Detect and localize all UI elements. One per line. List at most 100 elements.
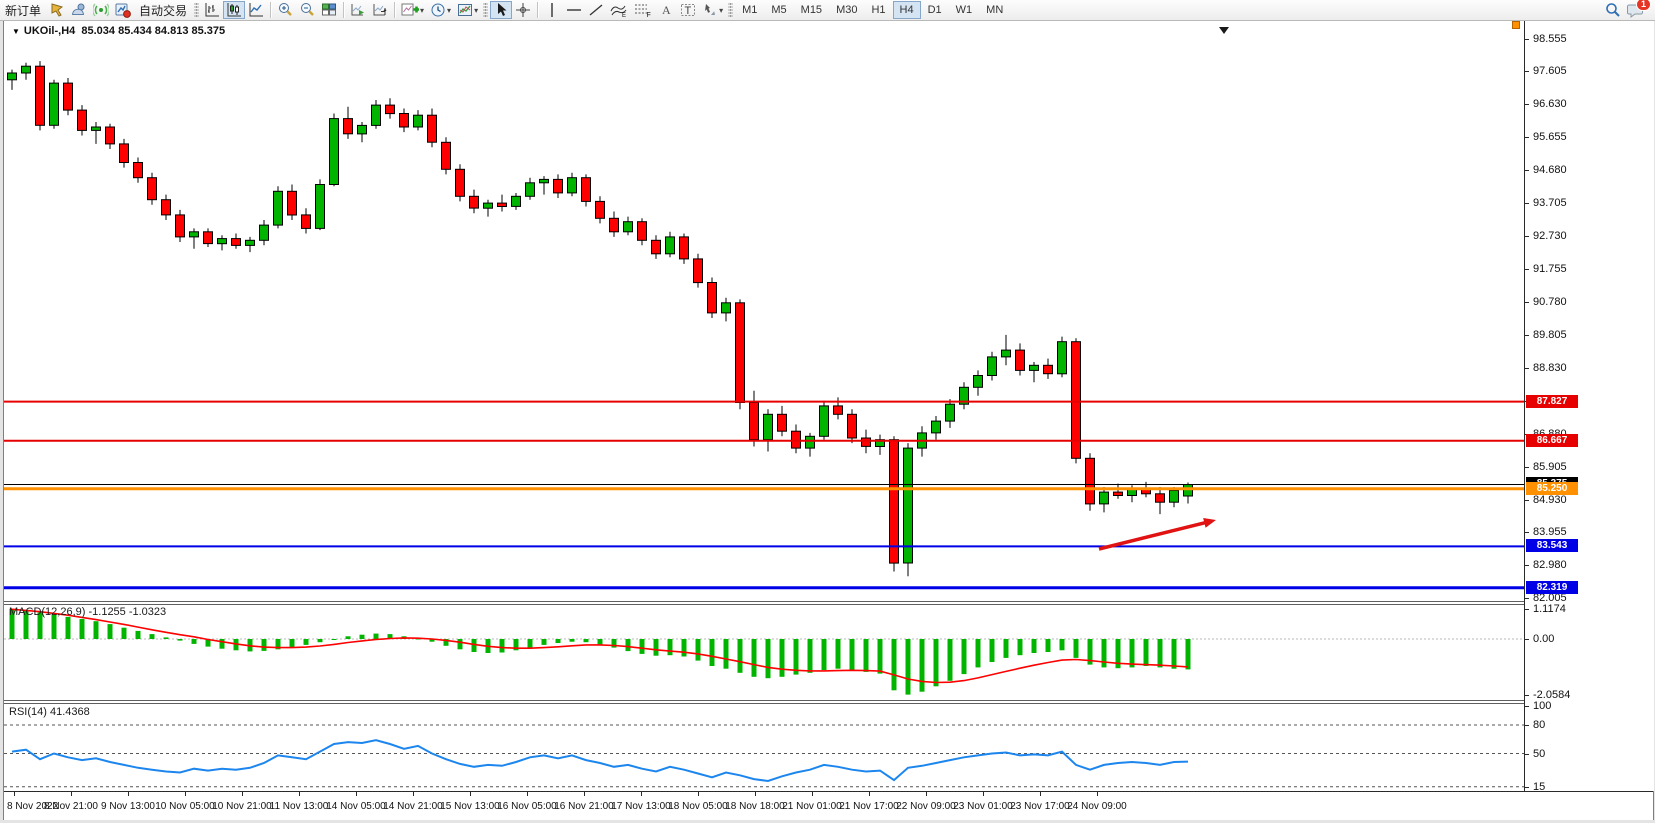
notification-badge: 1 [1635,0,1651,11]
price-tick-label: 90.780 [1533,296,1567,308]
price-tick-label: 93.705 [1533,197,1567,209]
macd-tick-label: 1.1174 [1533,603,1566,615]
text-icon[interactable]: A [655,1,677,19]
macd-tick-label: -2.0584 [1533,689,1571,701]
price-tick-mark [1525,302,1529,303]
periods-icon[interactable]: ▾ [427,1,454,19]
time-tick-label: 11 Nov 13:00 [269,801,329,812]
rsi-pane-canvas[interactable] [4,704,1524,791]
fibonacci-icon[interactable]: F [631,1,655,19]
price-tick-label: 92.730 [1533,230,1567,242]
toolbar-grip [728,2,734,18]
timeframe-mn[interactable]: MN [986,4,1004,16]
price-tick-label: 83.955 [1533,526,1567,538]
time-tick-label: 23 Nov 01:00 [953,801,1013,812]
horizontal-line-icon[interactable] [563,1,585,19]
svg-text:F: F [647,12,651,18]
time-tick-label: 14 Nov 21:00 [383,801,443,812]
new-order-tag-icon[interactable] [46,1,68,19]
time-tick-label: 21 Nov 17:00 [839,801,899,812]
arrows-icon[interactable]: ▾ [699,1,726,19]
rsi-indicator-label: RSI(14) 41.4368 [9,706,90,718]
time-tick-mark [299,792,300,796]
macd-tick-mark [1525,609,1529,610]
time-tick-mark [698,792,699,796]
toolbar-separator [394,2,396,18]
timeframe-d1[interactable]: D1 [927,4,942,16]
time-tick-label: 9 Nov 13:00 [101,801,155,812]
timeframe-m30[interactable]: M30 [836,4,858,16]
time-tick-label: 17 Nov 13:00 [611,801,671,812]
price-tick-label: 95.655 [1533,131,1567,143]
hline-handle[interactable] [1512,21,1520,29]
price-tick-mark [1525,467,1529,468]
auto-scroll-icon[interactable] [347,1,369,19]
price-tick-mark [1525,335,1529,336]
timeframe-group: M1 M5 M15 M30 H1 H4 D1 W1 MN [735,1,1010,19]
time-axis[interactable]: 8 Nov 2022 8 Nov 21:00 9 Nov 13:00 10 Nov 0… [4,791,1653,820]
chevron-down-icon: ▾ [420,5,425,15]
time-tick-mark [983,792,984,796]
time-tick-mark [926,792,927,796]
timeframe-h1[interactable]: H1 [871,4,886,16]
vertical-line-icon[interactable] [541,1,563,19]
autotrade-icon[interactable] [112,1,134,19]
price-tick-label: 96.630 [1533,98,1567,110]
tile-windows-icon[interactable] [318,1,340,19]
macd-pane-canvas[interactable] [4,605,1524,700]
main-chart-canvas[interactable] [4,26,1524,601]
price-tick-mark [1525,137,1529,138]
crosshair-icon[interactable] [512,1,534,19]
chart-title-collapse-icon[interactable]: ▼ [12,27,20,36]
templates-icon[interactable]: ▾ [454,1,481,19]
timeframe-m1[interactable]: M1 [742,4,758,16]
time-tick-mark [242,792,243,796]
pane-divider-rsi[interactable] [4,700,1653,704]
chart-shift-icon[interactable] [369,1,391,19]
candlestick-icon[interactable] [223,1,246,19]
trendline-icon[interactable] [585,1,607,19]
time-tick-label: 8 Nov 21:00 [44,801,98,812]
price-tick-mark [1525,368,1529,369]
chart-title[interactable]: ▼ UKOil-,H4 85.034 85.434 84.813 85.375 [12,25,225,37]
new-order-button[interactable]: 新订单 [5,3,42,18]
price-tick-label: 91.755 [1533,263,1567,275]
indicators-icon[interactable]: ▾ [398,1,427,19]
macd-tick-label: 0.00 [1533,633,1555,645]
autotrade-button[interactable]: 自动交易 [139,3,188,18]
zoom-out-icon[interactable] [296,1,318,19]
time-tick-mark [14,792,15,796]
timeframe-w1[interactable]: W1 [955,4,973,16]
time-tick-label: 16 Nov 21:00 [554,801,614,812]
hline-price-chip: 86.667 [1526,434,1578,447]
price-tick-mark [1525,71,1529,72]
toolbar-separator [343,2,345,18]
toolbar-separator [270,2,272,18]
chart-shift-marker[interactable] [1219,27,1229,34]
line-chart-icon[interactable] [245,1,267,19]
search-icon[interactable] [1602,1,1624,19]
timeframe-h4[interactable]: H4 [892,1,921,19]
price-axis[interactable]: 98.555 97.605 96.630 95.655 94.680 93.705 92.7… [1524,21,1654,793]
timeframe-m5[interactable]: M5 [771,4,787,16]
chart-symbol-period: UKOil-,H4 [23,25,76,37]
price-tick-label: 82.005 [1533,592,1567,604]
rsi-tick-label: 15 [1533,781,1546,793]
time-tick-label: 18 Nov 05:00 [668,801,728,812]
price-tick-mark [1525,269,1529,270]
channel-icon[interactable]: E [607,1,631,19]
time-tick-mark [413,792,414,796]
text-label-icon[interactable]: T [677,1,699,19]
cursor-icon[interactable] [490,1,513,19]
time-tick-label: 10 Nov 21:00 [212,801,272,812]
chat-icon[interactable]: 1 [1624,0,1651,19]
time-tick-label: 15 Nov 13:00 [440,801,500,812]
zoom-in-icon[interactable] [274,1,296,19]
pane-divider-macd[interactable] [4,601,1653,605]
bar-chart-icon[interactable] [201,1,223,19]
time-tick-label: 8 Nov 2022 [7,801,59,812]
signals-icon[interactable] [90,1,112,19]
timeframe-m15[interactable]: M15 [800,4,823,16]
time-tick-mark [71,792,72,796]
profile-icon[interactable] [68,1,90,19]
